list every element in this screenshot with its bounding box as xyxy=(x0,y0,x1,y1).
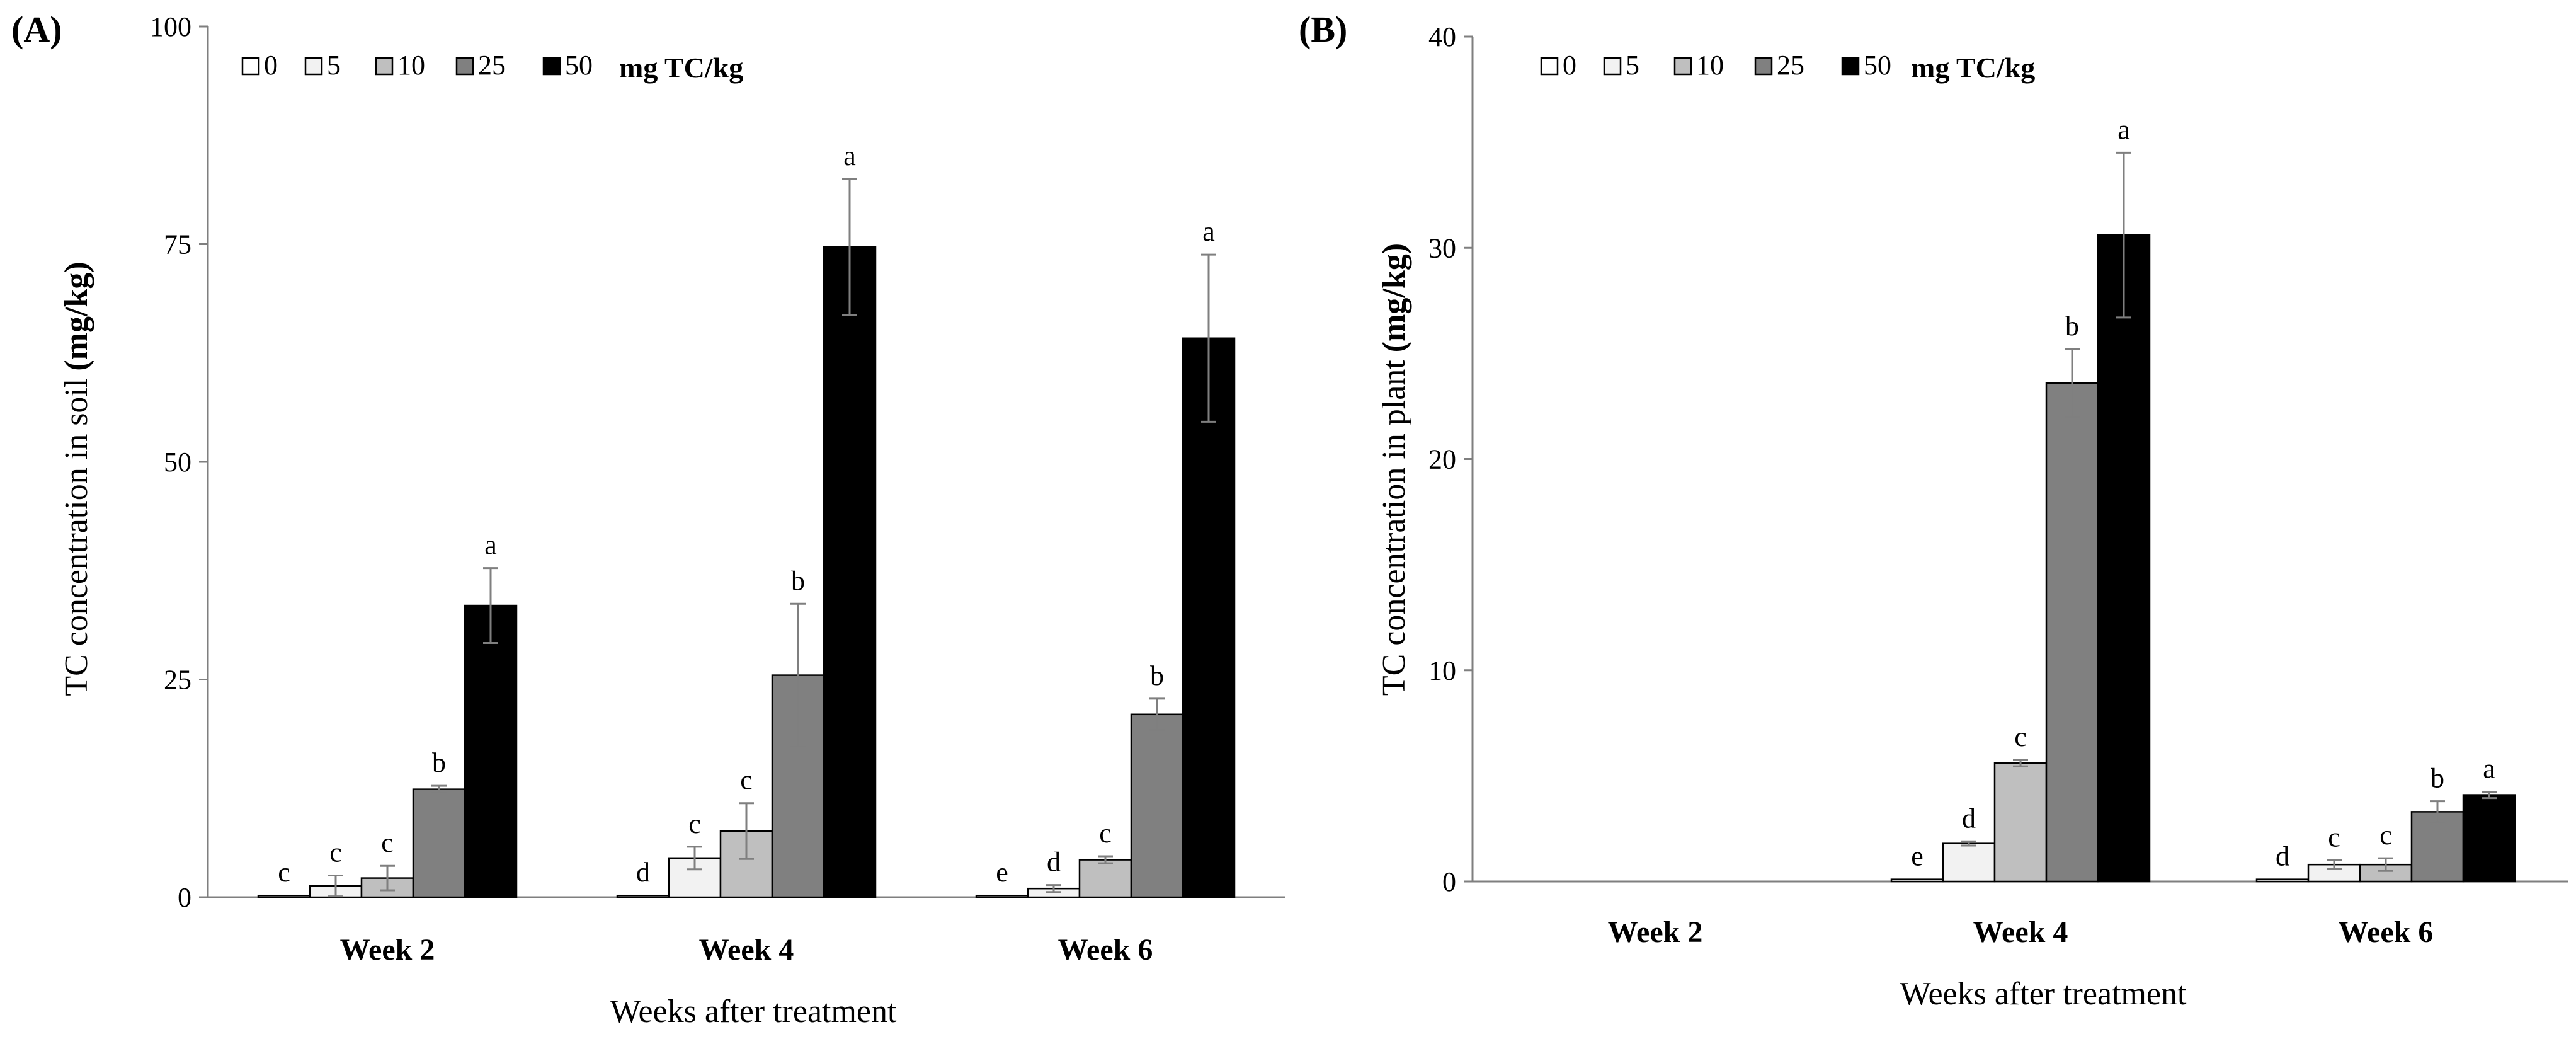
panel-b-y-tick-label: 10 xyxy=(1428,655,1456,686)
panel-b-legend-swatch xyxy=(1603,57,1622,76)
panel-a-legend-swatch xyxy=(241,57,260,76)
panel-a-legend-swatch xyxy=(304,57,323,76)
panel-a-significance-letter: c xyxy=(381,827,394,858)
panel-a-bar-50 xyxy=(823,246,877,898)
panel-a-bar-25 xyxy=(1130,713,1184,898)
panel-b-y-tick-label: 0 xyxy=(1442,866,1456,897)
panel-b-label: (B) xyxy=(1299,9,1347,50)
panel-a-y-tick-label: 25 xyxy=(164,665,191,696)
panel-b-significance-letter: a xyxy=(2483,754,2495,784)
panel-b-significance-letter: d xyxy=(2276,841,2289,872)
panel-b-legend: 0 5 10 25 50 xyxy=(1540,50,1891,81)
panel-a-significance-letter: a xyxy=(484,530,497,561)
panel-b-bar-50 xyxy=(2462,794,2516,883)
panel-b-xlabel: Weeks after treatment xyxy=(1900,976,2187,1012)
panel-b-bar-0 xyxy=(2255,878,2310,883)
panel-a-bar-50 xyxy=(464,604,518,898)
panel-b-significance-letter: e xyxy=(1911,841,1923,872)
panel-a-significance-letter: a xyxy=(843,141,856,171)
panel-a-bar-0 xyxy=(616,894,670,898)
panel-a-bar-0 xyxy=(257,894,311,898)
panel-b-legend-swatch xyxy=(1841,57,1860,76)
panel-b-significance-letter: b xyxy=(2431,763,2444,794)
panel-a-bar-50 xyxy=(1182,337,1236,898)
panel-a-y-tick-label: 100 xyxy=(150,11,191,42)
panel-b-bar-50 xyxy=(2097,234,2151,883)
panel-a-significance-letter: c xyxy=(688,808,701,839)
panel-a-legend-unit: mg TC/kg xyxy=(619,52,743,84)
panel-a-category-label: Week 4 xyxy=(699,933,794,967)
panel-a-ylabel-main: TC concentration in soil xyxy=(59,379,94,696)
panel-b-significance-letter: b xyxy=(2065,311,2079,342)
panel-b-legend-label: 10 xyxy=(1696,50,1724,81)
panel-a-significance-letter: c xyxy=(278,857,290,888)
panel-a-ylabel-unit: (mg/kg) xyxy=(59,261,94,370)
panel-a-legend-swatch xyxy=(455,57,474,76)
panel-b-legend-swatch xyxy=(1754,57,1773,76)
panel-a-legend-label: 5 xyxy=(327,50,341,81)
panel-a-significance-letter: c xyxy=(1099,818,1112,849)
panel-b-category-label: Week 4 xyxy=(1973,916,2068,949)
panel-b-significance-letter: c xyxy=(2014,721,2027,752)
panel-b-significance-letter: c xyxy=(2379,820,2392,851)
panel-a-label: (A) xyxy=(11,9,62,50)
panel-b-legend-label: 50 xyxy=(1864,50,1891,81)
panel-b-y-tick-label: 20 xyxy=(1428,444,1456,475)
panel-a-significance-letter: c xyxy=(740,765,753,796)
panel-b-legend-swatch xyxy=(1673,57,1692,76)
panel-a-category-label: Week 6 xyxy=(1058,933,1153,967)
panel-a-legend-label: 50 xyxy=(565,50,593,81)
panel-b-bar-0 xyxy=(1890,878,1944,883)
panel-a-significance-letter: c xyxy=(329,837,342,868)
panel-a-y-tick-label: 0 xyxy=(178,882,191,913)
panel-b-legend-label: 5 xyxy=(1626,50,1639,81)
panel-b-significance-letter: c xyxy=(2328,822,2340,852)
panel-a-significance-letter: d xyxy=(1047,847,1061,878)
panel-a-legend: 0 5 10 25 50 xyxy=(241,50,593,81)
panel-b-category-label: Week 2 xyxy=(1608,916,1703,949)
panel-a-xlabel: Weeks after treatment xyxy=(610,994,897,1030)
panel-a-significance-letter: b xyxy=(791,565,805,596)
panel-b-ylabel-main: TC concentration in plant xyxy=(1376,360,1412,696)
panel-a-significance-letter: b xyxy=(432,747,446,778)
panel-b-bar-10 xyxy=(1993,762,2048,883)
panel-b-significance-letter: a xyxy=(2117,114,2130,145)
panel-b-legend-label: 0 xyxy=(1563,50,1576,81)
panel-b-bar-5 xyxy=(1942,842,1996,883)
panel-b-legend-label: 25 xyxy=(1777,50,1804,81)
panel-a-y-tick-label: 75 xyxy=(164,229,191,260)
panel-a-legend-swatch xyxy=(542,57,561,76)
panel-b-ylabel: TC concentration in plant (mg/kg) xyxy=(1376,243,1412,696)
panel-a-significance-letter: d xyxy=(636,857,650,888)
panel-a-bar-0 xyxy=(975,894,1029,898)
panel-b-ylabel-unit: (mg/kg) xyxy=(1376,243,1412,352)
panel-b-bar-25 xyxy=(2045,382,2099,883)
panel-a-bar-10 xyxy=(1078,859,1132,898)
panel-b-category-label: Week 6 xyxy=(2339,916,2434,949)
panel-a-legend-label: 25 xyxy=(478,50,506,81)
panel-b-y-tick-label: 30 xyxy=(1428,232,1456,263)
panel-a-bar-25 xyxy=(412,788,466,898)
panel-a-category-label: Week 2 xyxy=(340,933,435,967)
panel-b-legend-unit: mg TC/kg xyxy=(1911,52,2035,84)
panel-b-y-tick-label: 40 xyxy=(1428,21,1456,52)
panel-a-legend-swatch xyxy=(375,57,394,76)
panel-b-plot-area: 0 10 20 30 40 Week 2 Week 4 e d c b a Week 6 d c c b a xyxy=(1428,21,2568,949)
panel-a-legend-label: 10 xyxy=(397,50,425,81)
panel-b-legend-swatch xyxy=(1540,57,1559,76)
panel-a-significance-letter: b xyxy=(1150,660,1164,691)
panel-a-significance-letter: a xyxy=(1202,216,1215,247)
panel-a-ylabel: TC concentration in soil (mg/kg) xyxy=(59,261,94,696)
panel-a-legend-label: 0 xyxy=(264,50,278,81)
panel-a-y-tick-label: 50 xyxy=(164,447,191,478)
panel-b-significance-letter: d xyxy=(1962,803,1976,834)
panel-a-significance-letter: e xyxy=(996,857,1008,888)
